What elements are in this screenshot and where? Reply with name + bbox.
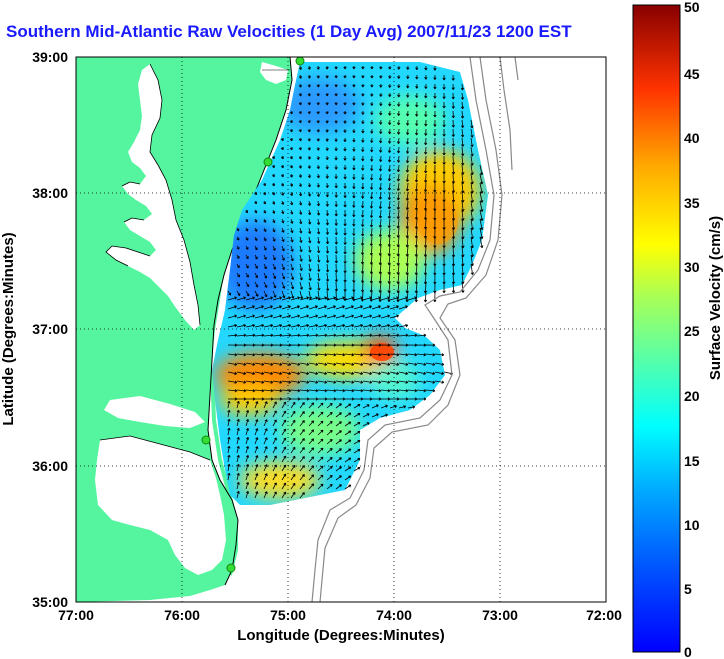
radar-stations (201, 57, 305, 573)
x-tick-label: 74:00 (376, 607, 412, 623)
station-marker (295, 57, 305, 66)
delaware-bay (260, 62, 288, 84)
albemarle-sound (104, 396, 205, 428)
y-axis-label: Latitude (Degrees:Minutes) (0, 232, 17, 425)
colorbar-label: Surface Velocity (cm/s) (707, 216, 724, 380)
colorbar-tick-label: 0 (684, 644, 692, 659)
y-tick-label: 37:00 (32, 321, 68, 337)
colorbar-tick-label: 25 (684, 323, 700, 339)
station-marker (226, 563, 236, 573)
x-tick-label: 76:00 (164, 607, 200, 623)
station-marker (201, 435, 211, 445)
colorbar-tick-label: 20 (684, 388, 700, 404)
y-tick-label: 36:00 (32, 458, 68, 474)
x-tick-label: 72:00 (586, 607, 622, 623)
colorbar-tick-label: 10 (684, 517, 700, 533)
colorbar (632, 4, 681, 653)
colorbar-tick-label: 5 (684, 581, 692, 597)
plot-frame (75, 56, 607, 603)
pamlico-sound (95, 436, 226, 575)
lat-lon-grid (76, 57, 606, 602)
y-tick-label: 35:00 (32, 594, 68, 610)
chart-title: Southern Mid-Atlantic Raw Velocities (1 … (6, 22, 572, 41)
colorbar-ticks: 0 5 10 15 20 25 30 35 40 45 50 (684, 0, 700, 659)
colorbar-tick-label: 15 (684, 453, 700, 469)
y-tick-label: 39:00 (32, 49, 68, 65)
x-tick-label: 75:00 (270, 607, 306, 623)
colorbar-tick-label: 50 (684, 0, 700, 15)
x-tick-labels: 77:00 76:00 75:00 74:00 73:00 72:00 (58, 607, 622, 623)
velocity-field (212, 62, 488, 505)
x-tick-label: 73:00 (482, 607, 518, 623)
x-axis-label: Longitude (Degrees:Minutes) (237, 627, 445, 644)
bay-shoreline (99, 63, 211, 461)
coastline (207, 57, 293, 586)
y-tick-labels: 39:00 38:00 37:00 36:00 35:00 (32, 49, 68, 610)
y-tick-label: 38:00 (32, 185, 68, 201)
chesapeake-bay (106, 64, 200, 330)
arrow-set (227, 65, 484, 499)
barrier-islands (210, 369, 238, 576)
x-tick-label: 77:00 (58, 607, 94, 623)
colorbar-tick-label: 40 (684, 130, 700, 146)
colorbar-tick-label: 35 (684, 195, 700, 211)
colorbar-tick-label: 45 (684, 66, 700, 82)
bathymetry-contours (311, 57, 519, 602)
colorbar-tick-label: 30 (684, 259, 700, 275)
velocity-arrows (227, 65, 484, 499)
station-marker (263, 157, 273, 167)
